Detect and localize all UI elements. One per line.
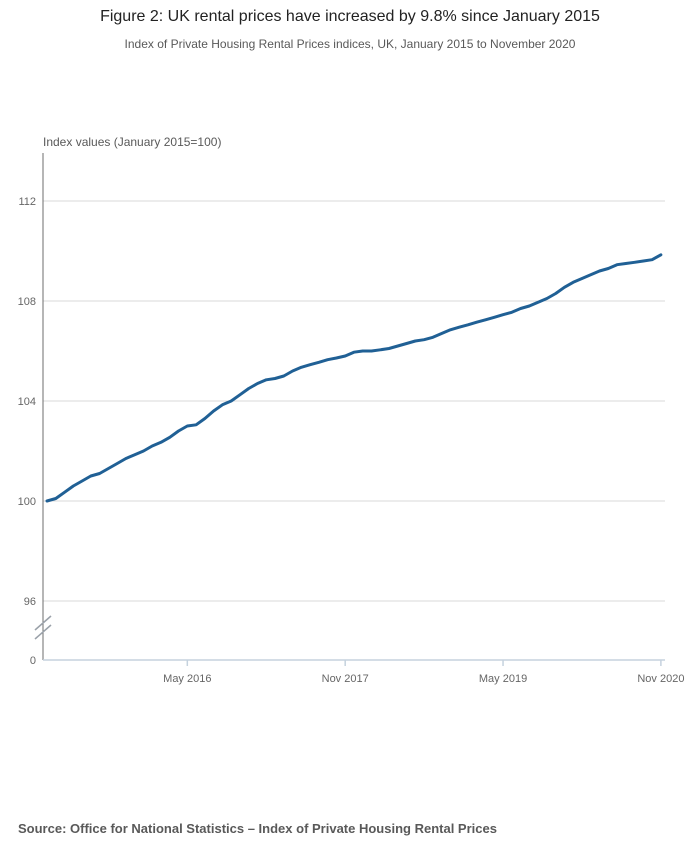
source-note: Source: Office for National Statistics –… bbox=[18, 821, 497, 836]
y-tick-label: 112 bbox=[18, 196, 36, 208]
y-axis-break-mark bbox=[34, 615, 52, 631]
y-tick-label: 96 bbox=[24, 596, 36, 608]
figure-subtitle: Index of Private Housing Rental Prices i… bbox=[124, 37, 576, 51]
y-axis-unit-label: Index values (January 2015=100) bbox=[43, 135, 222, 149]
x-tick-label: May 2016 bbox=[163, 673, 211, 685]
x-tick-label: Nov 2020 bbox=[637, 673, 684, 685]
y-tick-label-zero: 0 bbox=[30, 655, 36, 667]
x-tick-label: May 2019 bbox=[479, 673, 527, 685]
rental-index-line bbox=[45, 253, 663, 503]
y-tick-label: 108 bbox=[18, 296, 36, 308]
y-tick-label: 100 bbox=[18, 496, 36, 508]
y-axis-break-mark bbox=[34, 624, 52, 640]
x-tick-label: Nov 2017 bbox=[322, 673, 369, 685]
y-tick-label: 104 bbox=[18, 396, 36, 408]
line-chart: 112 108 104 100 96 0 May 2016 Nov 2017 May 2019 N… bbox=[18, 153, 684, 685]
figure-title: Figure 2: UK rental prices have increase… bbox=[100, 8, 600, 25]
